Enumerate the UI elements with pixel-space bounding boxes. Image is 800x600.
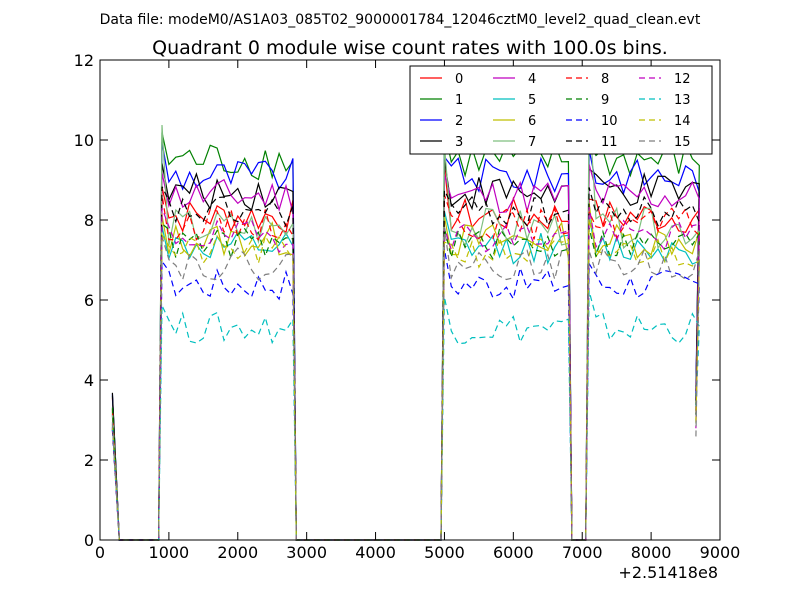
series-line-7 [111,108,700,541]
series-line-13 [111,290,700,541]
legend-label-14: 14 [674,114,691,129]
legend-label-1: 1 [455,93,463,108]
series-line-1 [111,129,700,541]
y-tick-label: 8 [84,211,94,230]
legend-label-10: 10 [601,114,618,129]
legend-label-11: 11 [601,135,618,150]
x-tick-label: 1000 [149,543,190,562]
legend-label-3: 3 [455,135,463,150]
series-line-2 [111,141,700,541]
legend-label-2: 2 [455,114,463,129]
x-offset-label: +2.51418e8 [618,563,718,582]
legend-label-4: 4 [528,72,536,87]
series-line-15 [111,227,700,541]
y-tick-label: 10 [74,131,94,150]
y-tick-label: 4 [84,371,94,390]
y-tick-label: 6 [84,291,94,310]
legend-label-0: 0 [455,72,463,87]
series-line-4 [111,164,700,541]
legend-label-7: 7 [528,135,536,150]
x-tick-label: 8000 [631,543,672,562]
series-line-0 [111,167,700,541]
series-line-11 [111,186,700,541]
x-tick-label: 9000 [700,543,741,562]
ticks: 0 1000 2000 3000 4000 5000 6000 7000 8000 9000 0 2 4… [74,51,741,562]
x-tick-label: 2000 [217,543,258,562]
plot-lines [111,108,700,541]
data-file-label: Data file: modeM0/AS1A03_085T02_90000017… [100,12,701,28]
series-line-8 [111,194,700,541]
legend-label-6: 6 [528,114,536,129]
legend-label-15: 15 [674,135,691,150]
legend-label-12: 12 [674,72,691,87]
x-tick-label: 3000 [286,543,327,562]
series-line-10 [111,249,700,541]
legend-label-8: 8 [601,72,609,87]
series-line-14 [111,218,700,541]
x-tick-label: 5000 [424,543,465,562]
y-tick-label: 2 [84,451,94,470]
series-line-6 [111,202,700,541]
x-tick-label: 4000 [355,543,396,562]
chart-title: Quadrant 0 module wise count rates with … [152,37,668,59]
series-line-9 [111,222,700,541]
series-line-12 [111,207,700,541]
series-line-5 [111,210,700,541]
x-tick-label: 7000 [562,543,603,562]
legend-box [409,65,713,155]
legend-label-9: 9 [601,93,609,108]
y-tick-label: 12 [74,51,94,70]
legend-label-5: 5 [528,93,536,108]
x-tick-label: 6000 [493,543,534,562]
y-tick-label: 0 [84,531,94,550]
legend-label-13: 13 [674,93,691,108]
x-tick-label: 0 [95,543,105,562]
